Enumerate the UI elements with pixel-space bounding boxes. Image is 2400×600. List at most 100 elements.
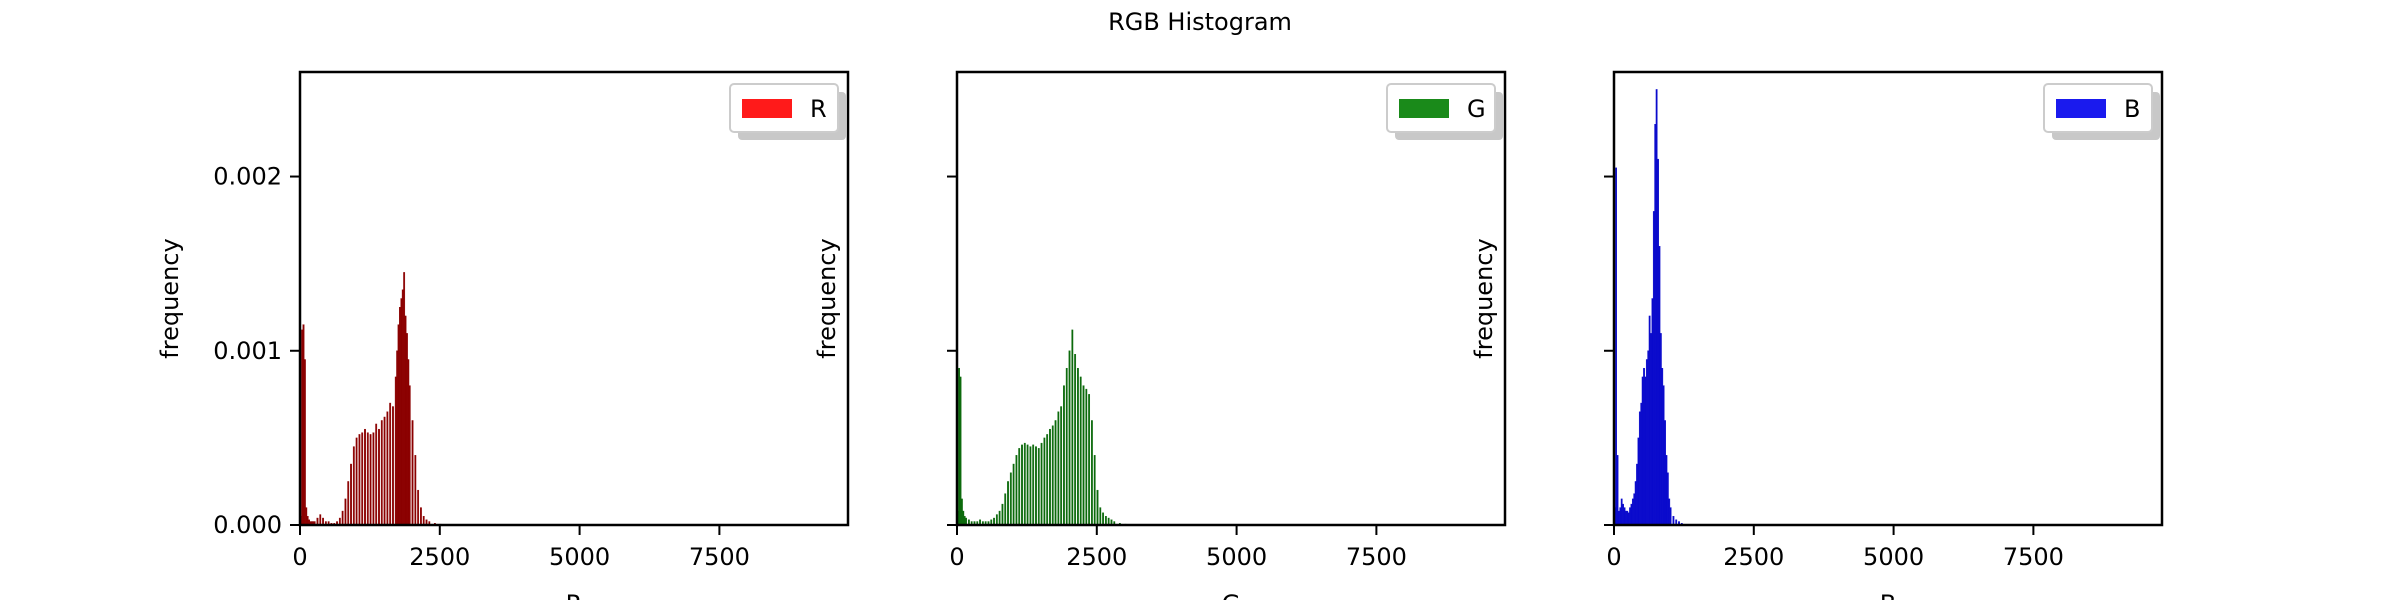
histogram-bar [1641, 376, 1644, 526]
histogram-bar [361, 432, 364, 526]
histogram-bar [1082, 385, 1085, 526]
x-tick-label: 0 [949, 543, 964, 571]
x-axis-label: B [1880, 590, 1896, 600]
histogram-bar [1090, 420, 1093, 526]
histogram-bar [1068, 350, 1071, 526]
histogram-bar [383, 416, 386, 526]
legend: R [729, 83, 846, 140]
histogram-bar [372, 432, 375, 526]
histogram-bar [1096, 489, 1099, 526]
histogram-bar [1057, 411, 1060, 526]
y-axis-label: frequency [813, 238, 841, 358]
y-axis-label: frequency [1470, 238, 1498, 358]
x-tick-label: 5000 [1863, 543, 1924, 571]
histogram-bar [397, 324, 400, 526]
histogram-bar [1627, 512, 1630, 526]
histogram-bar [1643, 367, 1645, 526]
histogram-bar [1104, 516, 1107, 526]
x-tick-label: 2500 [1723, 543, 1784, 571]
x-tick-label: 0 [1606, 543, 1621, 571]
x-axis-label: G [1222, 590, 1241, 600]
x-axis-label: R [566, 590, 583, 600]
histogram-bar [1665, 455, 1668, 526]
histogram-bar [962, 510, 965, 526]
axes-frame [955, 70, 1507, 527]
histogram-bar [1065, 367, 1068, 526]
histogram-panel-g: 0 2500 5000 7500 frequency G G [813, 70, 1507, 600]
histogram-bar [1619, 507, 1622, 526]
legend-swatch [1399, 99, 1449, 118]
histogram-bar [403, 272, 406, 526]
histogram-bar [1658, 246, 1661, 526]
histogram-bar [1060, 406, 1063, 526]
histogram-bar [302, 324, 305, 526]
histogram-bar [1049, 428, 1051, 526]
y-tick-label: 0.002 [213, 163, 282, 191]
histogram-bar [1651, 298, 1654, 526]
histogram-bar [392, 406, 394, 526]
histogram-bar [1102, 512, 1104, 526]
histogram-bar [394, 376, 397, 526]
histogram-bar [1620, 498, 1623, 526]
histogram-bar [1046, 434, 1049, 526]
histogram-bar [1093, 455, 1096, 526]
histogram-bar [344, 498, 347, 526]
histogram-bar [378, 428, 380, 526]
histogram-bar [998, 510, 1001, 526]
histogram-bar [406, 333, 408, 526]
x-tick-label: 7500 [1346, 543, 1407, 571]
histogram-bar [375, 423, 378, 526]
histogram-bar [1007, 481, 1009, 526]
histogram-bar [1032, 444, 1035, 526]
histogram-bar [400, 298, 403, 526]
histogram-bar [1023, 442, 1026, 526]
histogram-bar [1654, 124, 1657, 526]
histogram-bar [358, 434, 361, 526]
histogram-bar [1026, 444, 1029, 526]
histogram-bar [1631, 498, 1634, 526]
histogram-bar [1054, 420, 1057, 526]
histogram-bar [1615, 167, 1618, 526]
x-tick-label: 7500 [689, 543, 750, 571]
histogram-bar [1012, 463, 1015, 526]
histogram-bar [1655, 89, 1658, 526]
histogram-bar [963, 516, 966, 526]
histogram-bar [420, 507, 422, 526]
histogram-bar [305, 507, 308, 526]
histogram-bar [411, 420, 414, 526]
histogram-bar [1662, 385, 1665, 526]
histogram-bar [1645, 359, 1648, 526]
panels: 02500500075000.0000.0010.002frequencyRR0… [156, 70, 2164, 600]
histogram-bar [1624, 510, 1627, 526]
histogram-bar [1085, 388, 1088, 526]
histogram-bar [1063, 385, 1065, 526]
x-tick-label: 0 [292, 543, 307, 571]
histogram-bar [366, 432, 369, 526]
histogram-bar [303, 359, 306, 526]
histogram-bar [995, 514, 998, 526]
histogram-bar [958, 367, 961, 526]
axes-frame [1612, 70, 2164, 527]
histogram-bar [1079, 376, 1082, 526]
histogram-bar [1640, 402, 1643, 526]
histogram-bar [422, 516, 425, 526]
histogram-bar [1661, 367, 1664, 526]
histogram-bar [1666, 472, 1669, 526]
axes-frame [298, 70, 850, 527]
histogram-bar [1018, 448, 1021, 526]
histogram-bar [1629, 507, 1631, 526]
histogram-bar [417, 489, 420, 526]
histogram-bar [1099, 507, 1102, 526]
histogram-bar [407, 359, 410, 526]
histogram-bar [306, 516, 309, 526]
histogram-bar [369, 434, 372, 526]
legend-label: G [1467, 95, 1486, 123]
histogram-bar [1015, 455, 1018, 526]
histogram-bar [959, 376, 962, 526]
histogram-bar [364, 428, 366, 526]
histogram-bar [1626, 510, 1629, 526]
histogram-bar [1074, 354, 1077, 526]
histogram-bar [1638, 411, 1641, 526]
legend: B [2043, 83, 2160, 140]
histogram-bar [386, 411, 389, 526]
